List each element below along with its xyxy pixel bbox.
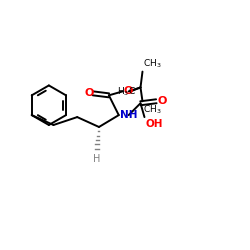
Text: OH: OH bbox=[146, 119, 163, 129]
Text: O: O bbox=[157, 96, 167, 106]
Text: H: H bbox=[93, 154, 101, 164]
Text: CH$_3$: CH$_3$ bbox=[144, 57, 162, 70]
Text: O: O bbox=[124, 86, 133, 97]
Text: CH$_3$: CH$_3$ bbox=[144, 103, 162, 116]
Text: O: O bbox=[84, 88, 94, 98]
Text: H$_3$C: H$_3$C bbox=[117, 85, 136, 98]
Text: NH: NH bbox=[120, 110, 137, 120]
